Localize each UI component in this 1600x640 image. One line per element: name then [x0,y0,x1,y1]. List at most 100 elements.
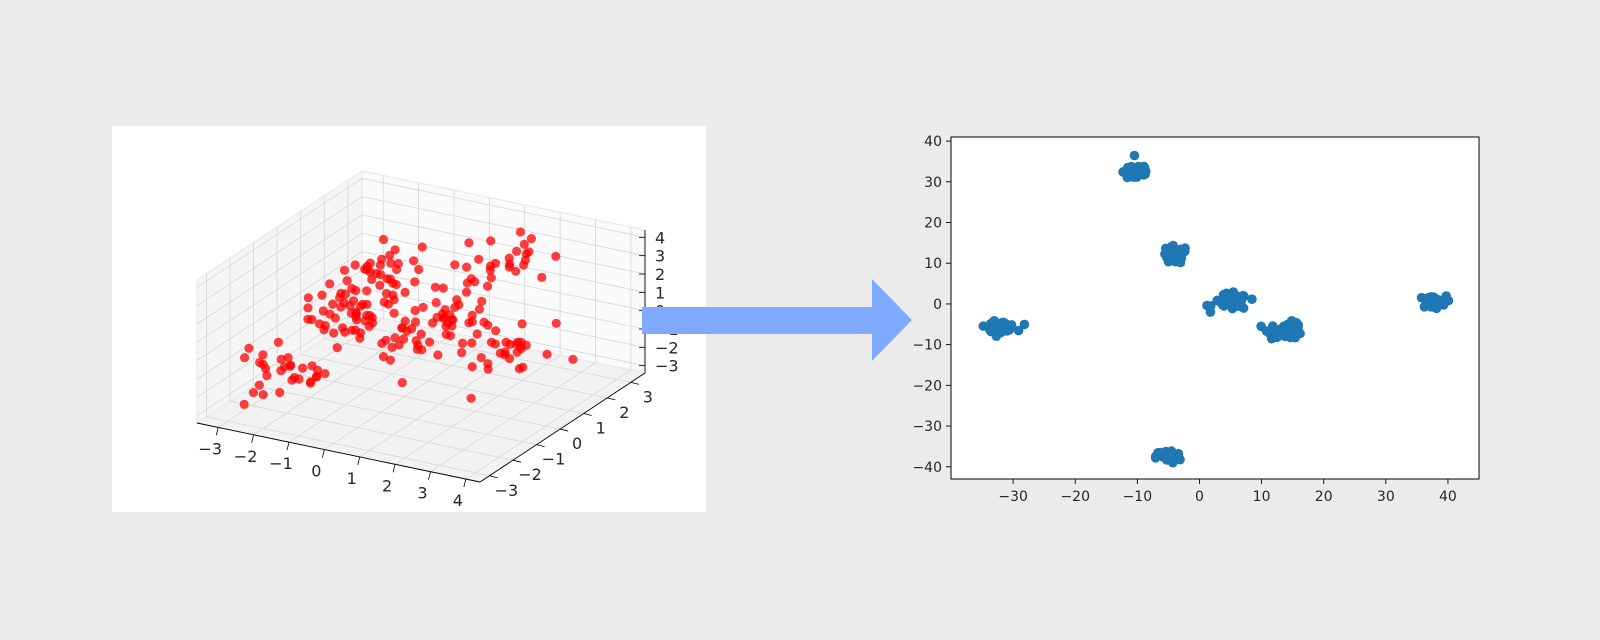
grid-line [361,269,646,330]
scatter-point [1129,169,1140,179]
scatter-point [425,337,435,347]
scatter-point [389,295,399,305]
scatter-point [339,298,349,308]
scatter-point [1286,316,1297,326]
x-tick-label: 2 [382,476,392,495]
scatter-point [476,353,486,363]
x-tick-label: 3 [417,484,427,503]
scatter-point [258,359,268,369]
scatter-point [262,371,272,381]
scatter-point [320,321,330,331]
scatter-point [307,314,317,325]
grid-line [324,338,608,399]
scatter-point [517,319,527,329]
y-tick-mark [607,397,616,401]
right-2d-scatter-chart: −30 −20 −10 0 10 20 30 40 40 30 20 10 0 −10 −20 −30 −40 [912,134,1480,505]
y-tick-label: 1 [596,418,606,437]
scatter-point [1205,307,1216,317]
scatter-point [467,317,477,327]
x-tick-mark [321,449,325,458]
scatter-point [351,307,361,317]
scatter-point [414,264,424,275]
x-tick-label: 10 [1253,489,1271,505]
x-tick-mark [357,456,361,466]
scatter-point [375,260,385,270]
scatter-point [474,254,484,264]
scatter-point [1156,449,1167,459]
scatter-point [386,258,396,268]
x-tick-label: −10 [1123,489,1153,505]
scatter-point [381,288,392,299]
scatter-point [474,304,484,314]
scatter-point [450,260,460,270]
y-tick-label: −30 [912,419,942,435]
y-tick-label: 40 [924,134,942,150]
scatter-point [329,328,339,338]
scatter-point [537,272,547,282]
grid-line [324,340,490,450]
scatter-point [325,279,335,289]
y-tick-mark [630,381,639,385]
scatter-point [551,318,561,328]
scatter-point [1139,169,1149,180]
grid-line [206,416,490,477]
x-tick-mark [428,471,431,480]
z-tick-label: −3 [655,357,679,376]
scatter-point [501,337,511,347]
scatter-point [467,338,477,348]
x-tick-label: −2 [234,447,258,466]
grid-line [361,306,646,367]
scatter-point [1234,296,1245,306]
scatter-point [325,309,335,319]
scatter-point [1126,161,1137,172]
scatter-point [239,399,249,409]
scatter-point [298,363,308,373]
scatter-point [275,387,285,398]
scatter-point [362,261,372,271]
scatter-point [378,234,389,245]
scatter-point [519,260,529,270]
scatter-point [526,234,536,244]
scatter-point [486,273,496,283]
scatter-point [410,277,420,287]
y-tick-mark [489,475,498,479]
scatter-point [350,260,360,270]
scatter-point [1165,451,1175,461]
scatter-point [362,286,372,296]
x-tick-label: 1 [347,469,357,488]
scatter-point [303,303,313,313]
grid-line [229,400,514,461]
scatter-point [470,277,480,287]
scatter-point [378,352,389,362]
y-tick-label: −2 [518,465,542,484]
scatter-point [518,362,528,372]
y-tick-mark [560,428,569,432]
scatter-point [1160,249,1170,259]
scatter-point [400,287,410,297]
scatter-point [1285,332,1295,343]
scatter-point [254,380,264,390]
y-tick-label: 2 [619,403,629,422]
grid-line [430,362,596,473]
scatter-point [1013,325,1024,336]
data-points [239,227,578,409]
scatter-point [1172,248,1183,258]
grid-line [196,196,363,307]
x-tick-label: −20 [1060,489,1090,505]
scatter-point [1266,333,1277,344]
scatter-point [515,227,525,237]
scatter-point [486,236,496,246]
scatter-point [431,298,441,308]
x-tick-label: 0 [311,462,321,481]
z-tick-label: 4 [655,228,665,247]
scatter-point [352,315,362,325]
x-tick-mark [215,427,219,436]
scatter-point [303,293,313,303]
scatter-point [294,374,304,384]
scatter-point [519,239,529,249]
scatter-point [379,297,389,307]
scatter-point [392,264,402,275]
scatter-point [248,388,258,398]
scatter-point [1225,296,1235,306]
scatter-point [410,317,421,327]
